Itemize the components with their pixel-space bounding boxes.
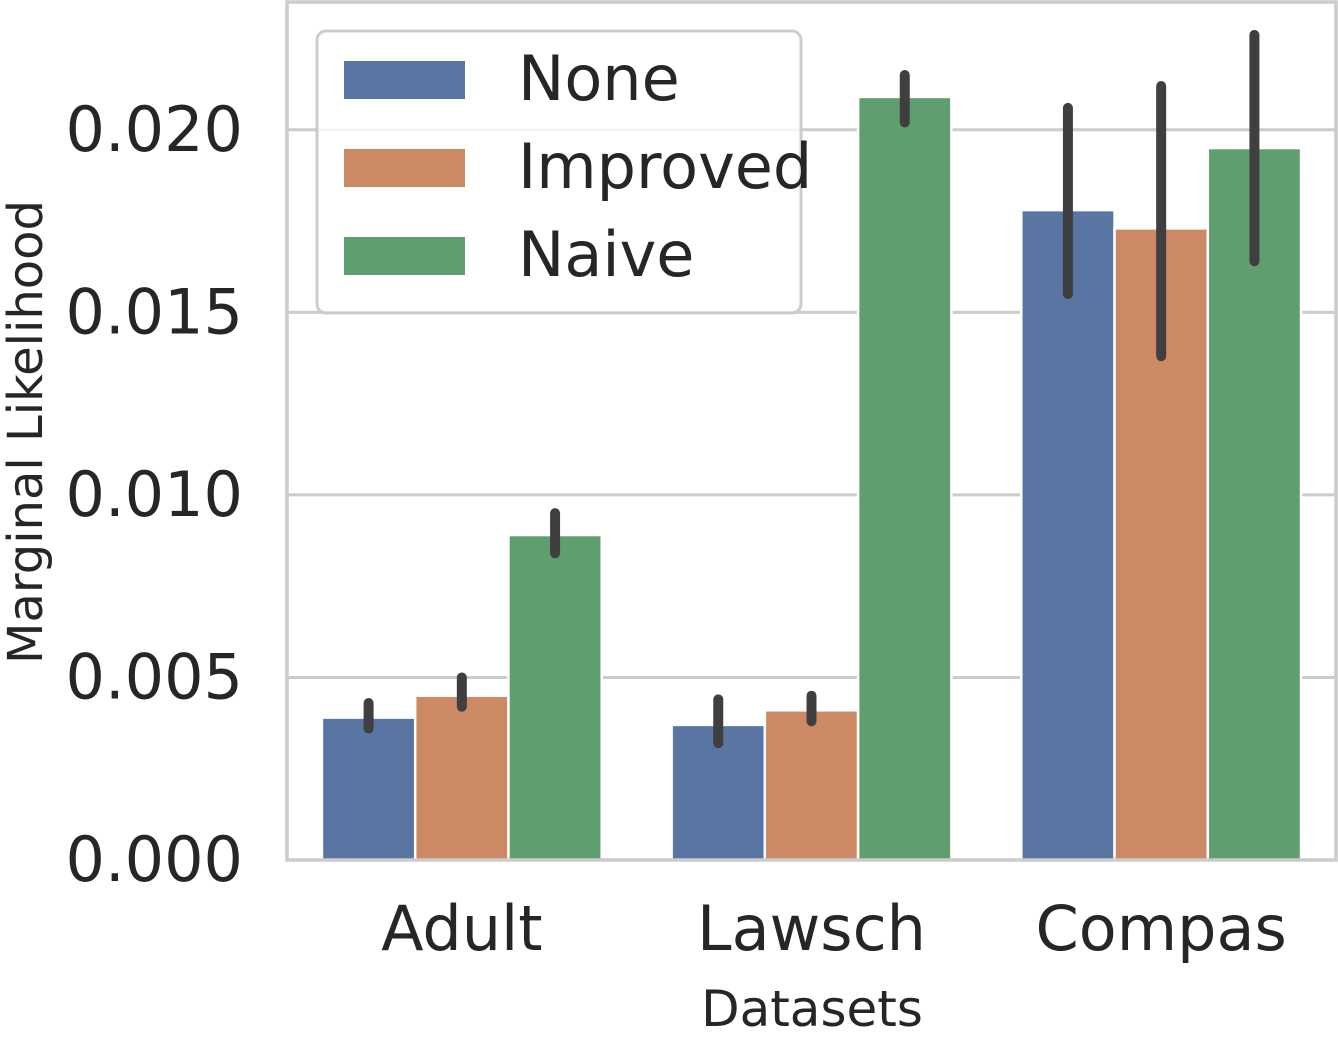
x-tick-label: Compas	[1036, 892, 1287, 965]
bar-improved-adult	[413, 694, 510, 862]
bar-naive-adult	[507, 533, 603, 862]
y-tick-label: 0.020	[66, 93, 244, 166]
x-tick-label: Adult	[381, 892, 543, 965]
bar-none-compas	[1020, 208, 1116, 862]
bar-naive-compas	[1206, 146, 1303, 862]
legend-label-none: None	[518, 42, 680, 115]
y-tick-labels: 0.000 0.005 0.010 0.015 0.020	[66, 93, 244, 896]
y-tick-label: 0.015	[66, 275, 244, 348]
plot-frame	[285, 0, 1338, 862]
bars	[320, 95, 1303, 862]
legend-swatch-naive	[344, 237, 465, 275]
legend-label-improved: Improved	[518, 130, 812, 203]
bar-improved-lawsch	[763, 709, 860, 862]
y-axis-label: Marginal Likelihood	[0, 200, 54, 664]
x-tick-labels: Adult Lawsch Compas	[381, 892, 1287, 965]
x-tick-label: Lawsch	[697, 892, 926, 965]
bar-naive-lawsch	[856, 95, 953, 862]
axes-frame	[285, 0, 1338, 862]
legend-label-naive: Naive	[518, 218, 694, 291]
error-bars	[363, 29, 1260, 749]
legend-swatch-none	[344, 61, 465, 99]
legend: None Improved Naive	[315, 29, 812, 315]
bar-none-adult	[320, 716, 417, 862]
y-tick-label: 0.010	[66, 458, 244, 531]
y-tick-label: 0.000	[66, 823, 244, 896]
y-tick-label: 0.005	[66, 640, 244, 713]
x-axis-label: Datasets	[701, 980, 923, 1038]
legend-swatch-improved	[344, 149, 465, 187]
